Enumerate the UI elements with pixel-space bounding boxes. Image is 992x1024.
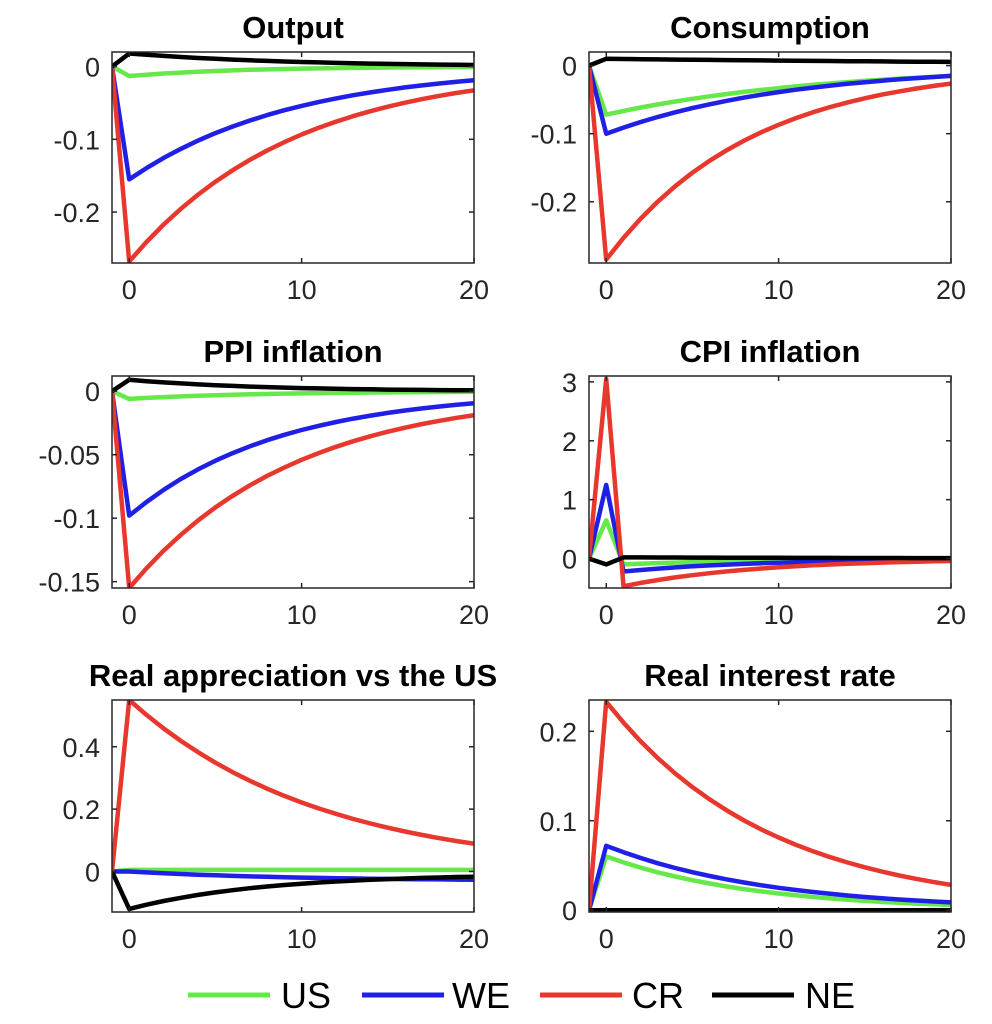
- y-tick-label: -0.2: [530, 188, 577, 218]
- x-tick-label: 20: [936, 924, 966, 954]
- panel-title: Real appreciation vs the US: [89, 658, 497, 693]
- x-tick-label: 0: [122, 600, 137, 630]
- panel-title: PPI inflation: [203, 334, 382, 369]
- x-tick-label: 20: [459, 275, 489, 305]
- series-line-cr: [589, 65, 951, 262]
- x-tick-label: 20: [459, 924, 489, 954]
- axes-box: [111, 51, 475, 264]
- y-tick-label: -0.05: [38, 441, 100, 471]
- y-tick-label: 0: [85, 377, 100, 407]
- axes-box: [111, 375, 475, 589]
- x-tick-label: 10: [764, 600, 794, 630]
- y-tick-label: -0.15: [38, 568, 100, 598]
- y-tick-label: 0.2: [62, 795, 100, 825]
- y-tick-label: 2: [562, 427, 577, 457]
- panel-title: CPI inflation: [680, 334, 861, 369]
- panel-1: Output 0 10 20 0 -0.1 -0.2: [53, 10, 489, 305]
- legend: US WE CR NE: [188, 975, 855, 1016]
- series-line-we: [112, 66, 474, 182]
- series-line-cr: [112, 700, 474, 872]
- panel-6: Real interest rate 0 10 20 0.2 0.1 0: [539, 658, 966, 954]
- series-line-we: [589, 65, 951, 136]
- x-tick-label: 0: [122, 275, 137, 305]
- series-line-ne: [589, 56, 951, 68]
- series-line-ne: [112, 377, 474, 394]
- legend-label: US: [281, 975, 331, 1016]
- x-tick-label: 0: [599, 600, 614, 630]
- x-tick-label: 0: [599, 275, 614, 305]
- y-tick-label: -0.1: [53, 504, 100, 534]
- y-tick-label: 3: [562, 368, 577, 398]
- x-tick-label: 20: [459, 600, 489, 630]
- y-tick-label: 1: [562, 486, 577, 516]
- legend-label: WE: [452, 975, 510, 1016]
- panel-title: Consumption: [670, 10, 870, 45]
- y-tick-label: -0.2: [53, 198, 100, 228]
- series-line-cr: [589, 376, 951, 588]
- series-line-us: [112, 867, 474, 874]
- x-tick-label: 10: [287, 600, 317, 630]
- panel-5: Real appreciation vs the US 0 10 20 0.4 0.2 0: [62, 658, 497, 954]
- y-tick-label: 0: [85, 53, 100, 83]
- axes-box: [588, 51, 952, 264]
- legend-label: CR: [632, 975, 684, 1016]
- y-tick-label: 0: [85, 857, 100, 887]
- axes-box: [111, 699, 475, 913]
- series-line-ne: [112, 870, 474, 912]
- x-tick-label: 0: [122, 924, 137, 954]
- x-tick-label: 10: [764, 275, 794, 305]
- y-tick-label: -0.1: [53, 125, 100, 155]
- x-tick-label: 20: [936, 275, 966, 305]
- legend-entry-we: WE: [362, 975, 510, 1016]
- series-line-ne: [589, 555, 951, 567]
- x-tick-label: 10: [287, 275, 317, 305]
- legend-label: NE: [805, 975, 855, 1016]
- legend-entry-ne: NE: [712, 975, 855, 1016]
- axes-box: [588, 699, 952, 913]
- y-tick-label: 0: [562, 52, 577, 82]
- series-line-us: [112, 389, 474, 402]
- y-tick-label: 0: [562, 545, 577, 575]
- y-tick-label: 0.2: [539, 717, 577, 747]
- series-line-cr: [589, 700, 951, 911]
- panel-2: Consumption 0 10 20 0 -0.1 -0.2: [530, 10, 966, 305]
- y-tick-label: -0.1: [530, 120, 577, 150]
- series-line-we: [112, 390, 474, 518]
- series-line-we: [589, 843, 951, 911]
- legend-entry-us: US: [188, 975, 331, 1016]
- x-tick-label: 20: [936, 600, 966, 630]
- series-line-ne: [112, 52, 474, 69]
- x-tick-label: 0: [599, 924, 614, 954]
- x-tick-label: 10: [287, 924, 317, 954]
- series-line-us: [589, 854, 951, 911]
- series-line-cr: [112, 391, 474, 588]
- series-line-cr: [112, 66, 474, 263]
- axes-box: [588, 375, 952, 589]
- panel-title: Output: [242, 10, 344, 45]
- panel-3: PPI inflation 0 10 20 0 -0.05 -0.1 -0.15: [38, 334, 489, 630]
- y-tick-label: 0: [562, 896, 577, 926]
- series-line-us: [112, 64, 474, 79]
- y-tick-label: 0.4: [62, 733, 100, 763]
- y-tick-label: 0.1: [539, 807, 577, 837]
- x-tick-label: 10: [764, 924, 794, 954]
- legend-entry-cr: CR: [540, 975, 684, 1016]
- panel-title: Real interest rate: [644, 658, 896, 693]
